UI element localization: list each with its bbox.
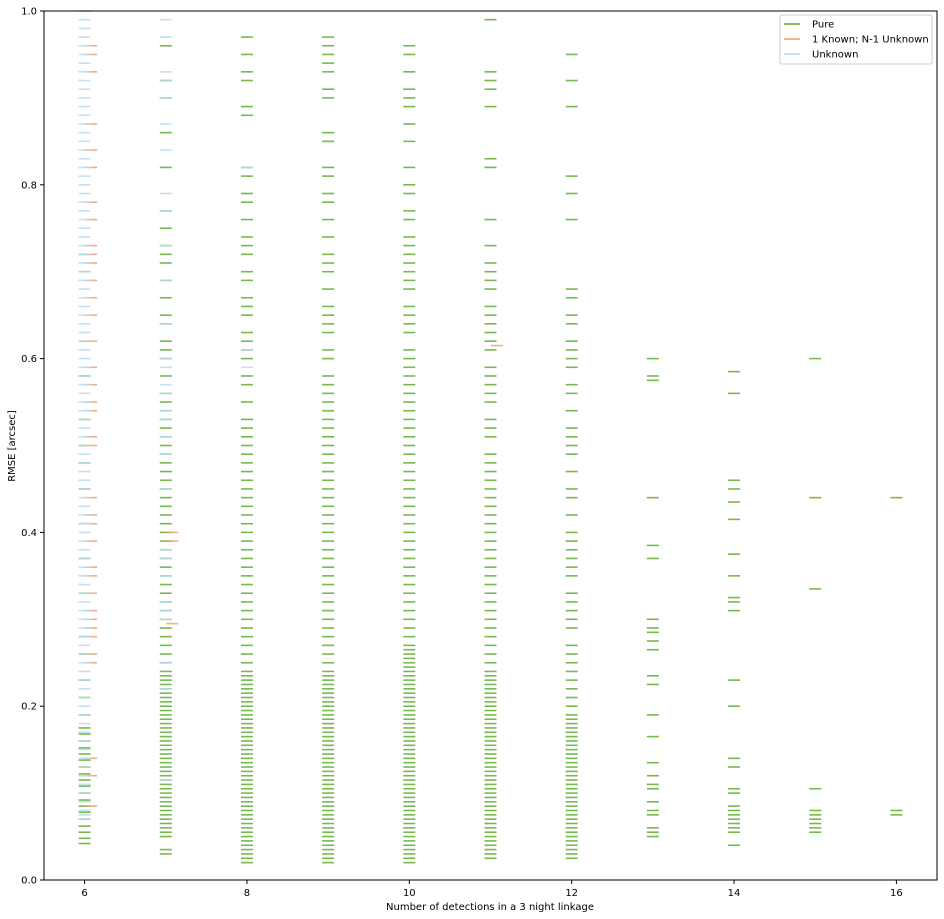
x-tick-label: 12	[565, 888, 578, 899]
x-axis: 6 8 10 12 14 16	[81, 880, 903, 899]
legend-label: Unknown	[812, 50, 858, 61]
x-tick-label: 8	[244, 888, 250, 899]
legend: Pure 1 Known; N-1 Unknown Unknown	[779, 14, 933, 65]
series-0	[78, 18, 903, 864]
x-tick-label: 6	[81, 888, 87, 899]
x-tick-label: 16	[890, 888, 903, 899]
legend-label: Pure	[812, 20, 834, 31]
series-1	[85, 44, 503, 807]
y-tick-label: 1.0	[21, 7, 37, 18]
y-tick-label: 0.8	[21, 180, 37, 191]
y-tick-label: 0.0	[21, 876, 37, 887]
legend-box	[779, 14, 933, 65]
y-axis: 0.0 0.2 0.4 0.6 0.8 1.0	[21, 7, 44, 887]
y-axis-label: RMSE [arcsec]	[7, 410, 18, 482]
y-tick-label: 0.4	[21, 528, 37, 539]
legend-label: 1 Known; N-1 Unknown	[812, 35, 929, 46]
chart-marks	[78, 10, 903, 864]
x-tick-label: 14	[728, 888, 741, 899]
series-2	[78, 10, 253, 820]
y-tick-label: 0.2	[21, 702, 37, 713]
y-tick-label: 0.6	[21, 354, 37, 365]
x-tick-label: 10	[403, 888, 416, 899]
plot-frame	[43, 10, 938, 881]
x-axis-label: Number of detections in a 3 night linkag…	[386, 902, 594, 913]
